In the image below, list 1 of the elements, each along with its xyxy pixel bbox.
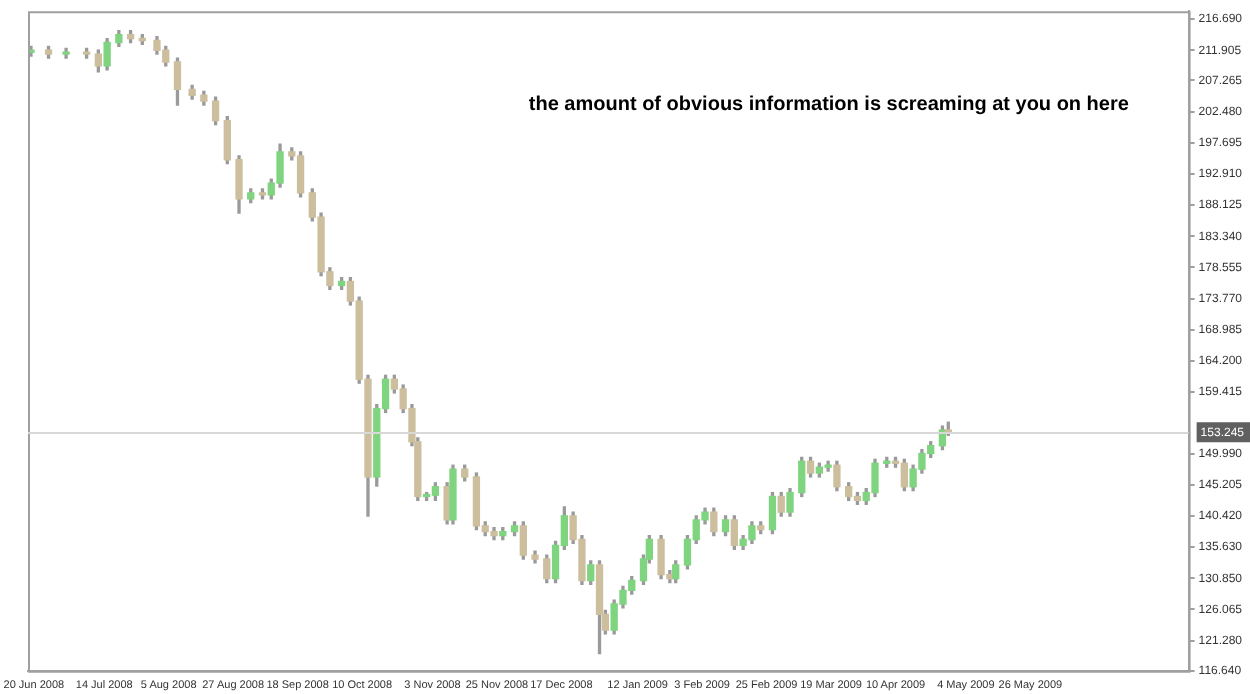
annotation: the amount of obvious information is screaming at you on here <box>528 93 1130 116</box>
